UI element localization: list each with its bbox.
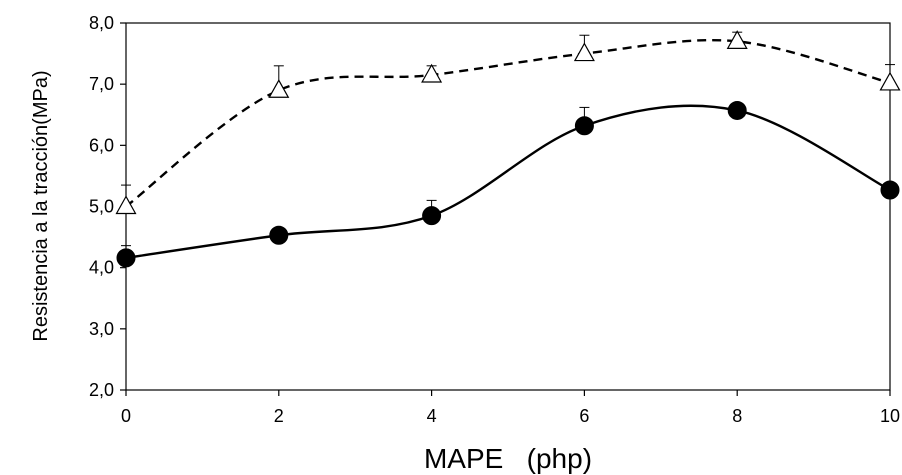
data-point [727, 100, 747, 120]
x-tick-label: 4 [427, 406, 437, 426]
data-point [268, 79, 290, 98]
plot-area [125, 22, 891, 391]
x-tick-label: 8 [732, 406, 742, 426]
data-point [879, 71, 901, 91]
x-axis-ticks: 0 2 4 6 8 10 [121, 390, 900, 426]
y-tick-label: 6,0 [89, 135, 114, 155]
series-2 [116, 100, 900, 268]
data-point [115, 195, 137, 215]
data-point [422, 206, 442, 226]
x-tick-label: 10 [880, 406, 900, 426]
data-point [116, 248, 136, 268]
y-tick-label: 3,0 [89, 319, 114, 339]
y-tick-label: 7,0 [89, 74, 114, 94]
series-layer [115, 30, 901, 268]
y-tick-label: 5,0 [89, 197, 114, 217]
series-1 [115, 30, 901, 215]
series-line [125, 104, 891, 260]
y-tick-label: 2,0 [89, 380, 114, 400]
y-tick-label: 8,0 [89, 13, 114, 33]
y-tick-label: 4,0 [89, 258, 114, 278]
y-axis-title: Resistencia a la tracción(MPa) [30, 70, 52, 341]
x-tick-label: 2 [274, 406, 284, 426]
x-axis-title: MAPE (php) [424, 443, 592, 474]
x-tick-label: 0 [121, 406, 131, 426]
data-point [726, 30, 748, 49]
data-point [574, 116, 594, 136]
y-axis-ticks: 2,0 3,0 4,0 5,0 6,0 7,0 8,0 [89, 13, 126, 400]
x-tick-label: 6 [579, 406, 589, 426]
data-point [269, 225, 289, 245]
data-point [421, 63, 443, 83]
data-point [573, 42, 595, 62]
data-point [880, 180, 900, 200]
